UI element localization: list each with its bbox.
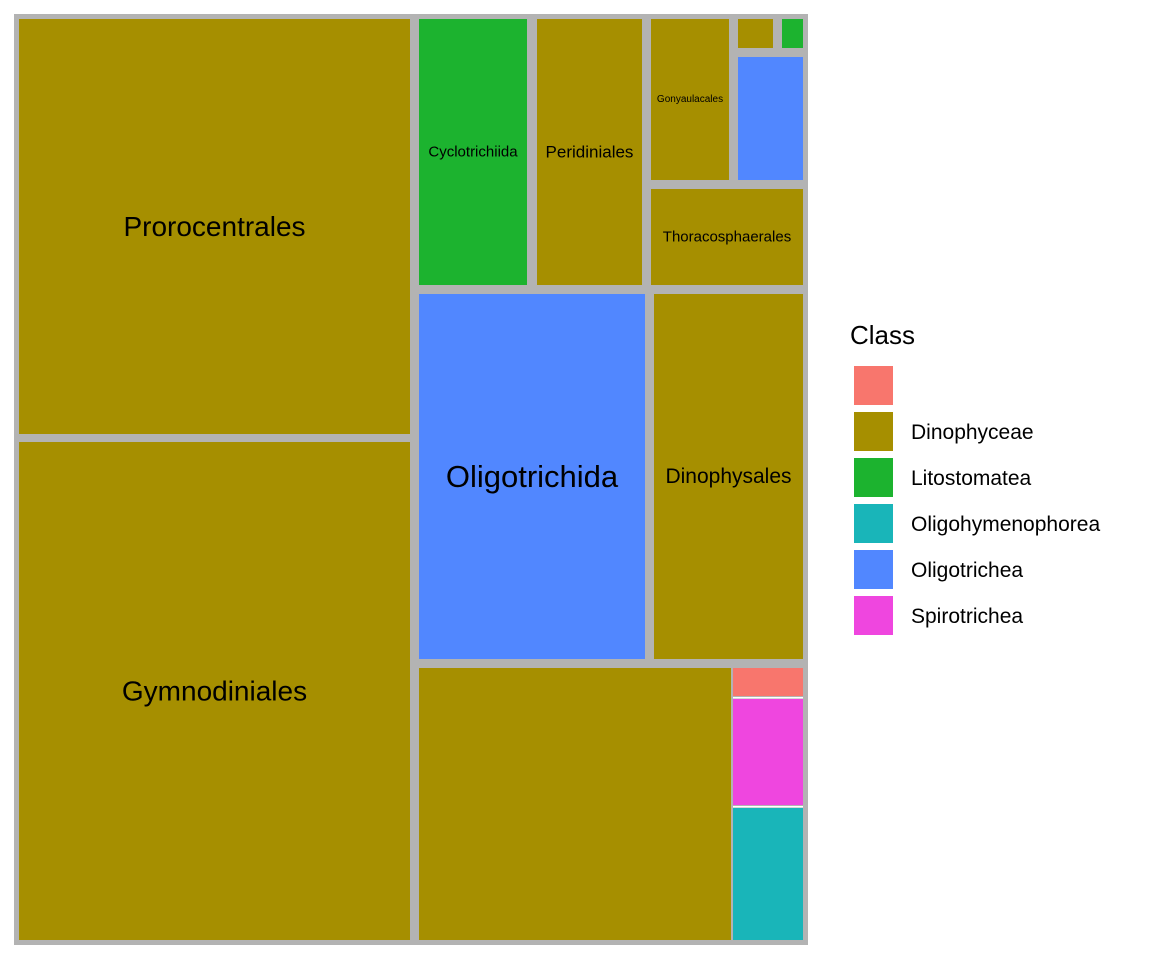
treemap-tile [19, 19, 410, 434]
treemap-tile [738, 19, 773, 48]
treemap-tile [651, 189, 803, 285]
tile-label: Gymnodiniales [122, 676, 307, 707]
treemap-tile [651, 19, 729, 180]
legend-swatch [854, 458, 893, 497]
treemap-tile [19, 442, 410, 940]
legend-title: Class [850, 320, 915, 350]
tile-label: Oligotrichida [446, 459, 619, 494]
legend-swatch [854, 366, 893, 405]
tile-separator [733, 806, 803, 808]
legend-swatch [854, 550, 893, 589]
treemap-tile [782, 19, 803, 48]
tile-label: Prorocentrales [123, 211, 305, 242]
tile-label: Peridiniales [546, 143, 634, 162]
tile-label: Thoracosphaerales [663, 229, 791, 246]
treemap-tile [419, 19, 527, 285]
treemap-tile [419, 294, 645, 659]
legend-swatch [854, 504, 893, 543]
treemap-tile [537, 19, 642, 285]
treemap-tile [419, 668, 731, 940]
treemap-tiles: Prorocentrales Gymnodiniales Cyclotrichiid… [19, 19, 803, 940]
treemap-tile [733, 808, 803, 940]
legend-swatch [854, 412, 893, 451]
treemap-tile [733, 668, 803, 696]
legend-label: Oligotrichea [911, 559, 1023, 582]
legend-label: Spirotrichea [911, 605, 1023, 628]
legend-label: Litostomatea [911, 467, 1032, 490]
legend: Class Dinophyceae Litostomatea Oligohymeno… [850, 320, 1100, 635]
tile-separator [733, 697, 803, 699]
legend-label: Oligohymenophorea [911, 513, 1100, 536]
legend-label: Dinophyceae [911, 421, 1034, 444]
tile-label: Cyclotrichiida [428, 144, 518, 161]
treemap-tile [738, 57, 803, 180]
legend-items: Dinophyceae Litostomatea Oligohymenophorea… [854, 366, 1100, 635]
tile-label: Gonyaulacales [657, 94, 723, 105]
legend-swatch [854, 596, 893, 635]
treemap-tile [733, 699, 803, 805]
tile-label: Dinophysales [665, 465, 791, 488]
treemap-tile [654, 294, 803, 659]
